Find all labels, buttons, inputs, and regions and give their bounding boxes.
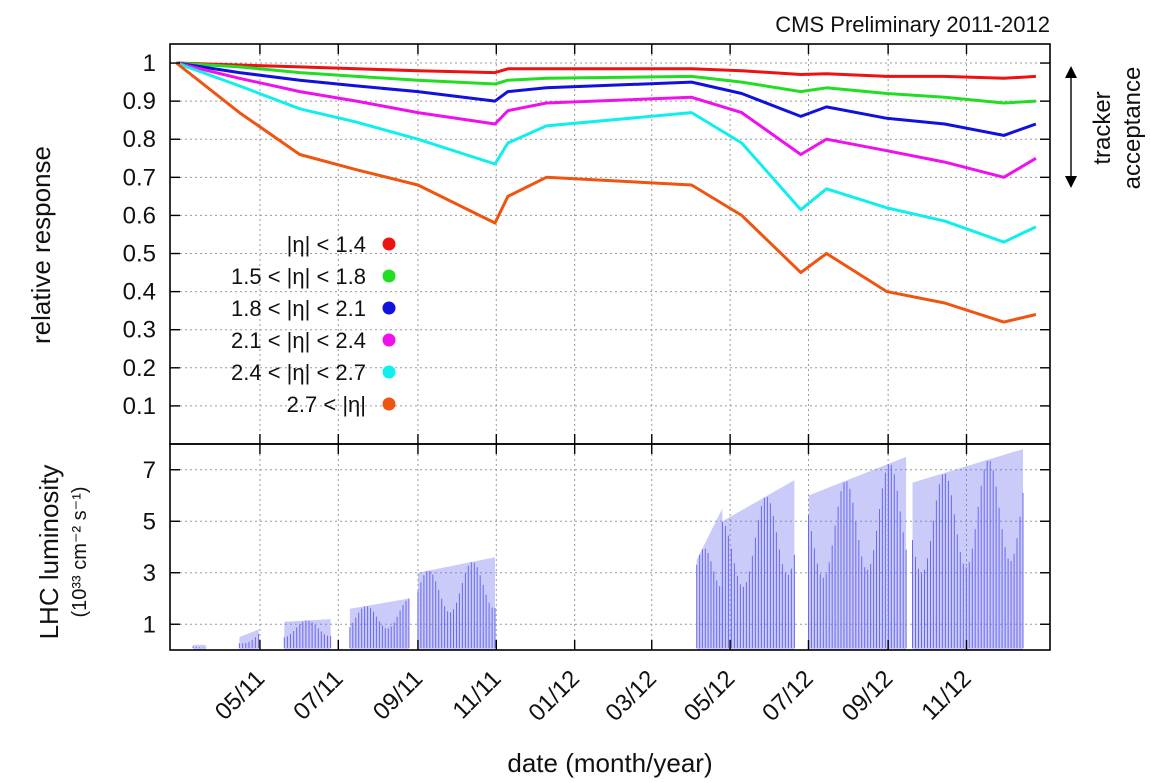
arrow-head-up-icon <box>1065 66 1077 78</box>
luminosity-fills-6 <box>696 548 723 648</box>
response-y-tick-label: 0.6 <box>123 202 156 229</box>
luminosity-fills-7 <box>721 496 795 648</box>
legend-marker-2 <box>382 269 396 283</box>
tracker-acceptance-annotation: tracker acceptance <box>1065 66 1146 189</box>
series-line-5 <box>175 61 1037 244</box>
x-tick-label: 11/12 <box>916 665 976 725</box>
x-tick-label: 03/12 <box>600 665 662 727</box>
legend-label-4: 2.1 < |η| < 2.4 <box>231 328 366 353</box>
luminosity-y-tick-label: 1 <box>143 611 156 638</box>
luminosity-panel-frame <box>169 443 1051 651</box>
response-series <box>175 61 1037 324</box>
legend-marker-6 <box>382 397 396 411</box>
x-tick-label: 11/11 <box>448 665 507 724</box>
legend-marker-5 <box>382 365 396 379</box>
legend-label-1: |η| < 1.4 <box>287 232 366 257</box>
series-line-4 <box>176 61 1037 179</box>
luminosity-fills-2 <box>238 633 260 648</box>
luminosity-y-tick-label: 7 <box>143 457 156 484</box>
luminosity-period-3 <box>284 619 331 650</box>
luminosity-y-tick-label: 3 <box>143 560 156 587</box>
x-tick-label: 09/12 <box>837 665 899 727</box>
luminosity-period-9 <box>912 449 1023 650</box>
acceptance-label: acceptance <box>1119 67 1146 190</box>
luminosity-fills-1 <box>192 646 207 648</box>
luminosity-y-axis-title: LHC luminosity <box>34 465 64 640</box>
legend-marker-4 <box>382 333 396 347</box>
legend-marker-1 <box>382 237 396 251</box>
luminosity-period-8 <box>808 456 907 650</box>
luminosity-fills-3 <box>283 620 332 648</box>
luminosity-period-2 <box>239 629 259 650</box>
response-y-ticks: 0.1 0.2 0.3 0.4 0.5 0.6 0.7 0.8 0.9 1 <box>123 44 1050 444</box>
luminosity-y-ticks: 1 3 5 7 <box>143 444 1050 650</box>
response-y-tick-label: 0.3 <box>123 317 156 344</box>
tracker-label: tracker <box>1089 91 1116 164</box>
x-tick-label: 05/11 <box>210 665 270 725</box>
luminosity-y-axis-units: (10³³ cm⁻² s⁻¹) <box>69 486 91 617</box>
luminosity-fills-9 <box>912 460 1024 648</box>
series-line-3 <box>176 61 1037 137</box>
response-y-tick-label: 0.9 <box>123 88 156 115</box>
x-axis-title: date (month/year) <box>507 748 712 778</box>
legend-label-6: 2.7 < |η| <box>287 392 366 417</box>
response-y-tick-label: 0.7 <box>123 164 156 191</box>
luminosity-fills-4 <box>349 598 410 648</box>
x-tick-label: 05/12 <box>679 665 741 727</box>
arrow-head-down-icon <box>1065 176 1077 188</box>
x-tick-label: 09/11 <box>368 665 428 725</box>
series-line-6 <box>175 61 1037 324</box>
x-ticks: 05/11 07/11 09/11 11/11 01/12 03/12 05/12 07/12… <box>210 665 977 727</box>
luminosity-fills-5 <box>417 562 496 648</box>
series-line-1 <box>176 61 1036 80</box>
response-y-tick-label: 0.4 <box>123 279 156 306</box>
response-y-tick-label: 0.8 <box>123 126 156 153</box>
legend-label-2: 1.5 < |η| < 1.8 <box>231 264 366 289</box>
chart-header: CMS Preliminary 2011-2012 <box>775 12 1050 37</box>
x-tick-label: 01/12 <box>523 665 585 727</box>
response-grid <box>170 44 1050 444</box>
series-line-2 <box>176 61 1036 105</box>
x-tick-label: 07/12 <box>757 665 819 727</box>
luminosity-fills-8 <box>808 464 907 648</box>
x-tick-label: 07/11 <box>288 665 348 725</box>
legend-marker-3 <box>382 301 396 315</box>
legend-label-3: 1.8 < |η| < 2.1 <box>231 296 366 321</box>
response-y-tick-label: 0.2 <box>123 355 156 382</box>
response-y-tick-label: 0.5 <box>123 241 156 268</box>
response-y-tick-label: 0.1 <box>123 393 156 420</box>
response-y-axis-title: relative response <box>26 146 56 344</box>
luminosity-y-tick-label: 5 <box>143 508 156 535</box>
luminosity-series <box>192 449 1024 650</box>
legend: |η| < 1.4 1.5 < |η| < 1.8 1.8 < |η| < 2.1 2… <box>231 232 396 417</box>
legend-label-5: 2.4 < |η| < 2.7 <box>231 360 366 385</box>
response-y-tick-label: 1 <box>143 50 156 77</box>
luminosity-period-6 <box>696 508 723 650</box>
